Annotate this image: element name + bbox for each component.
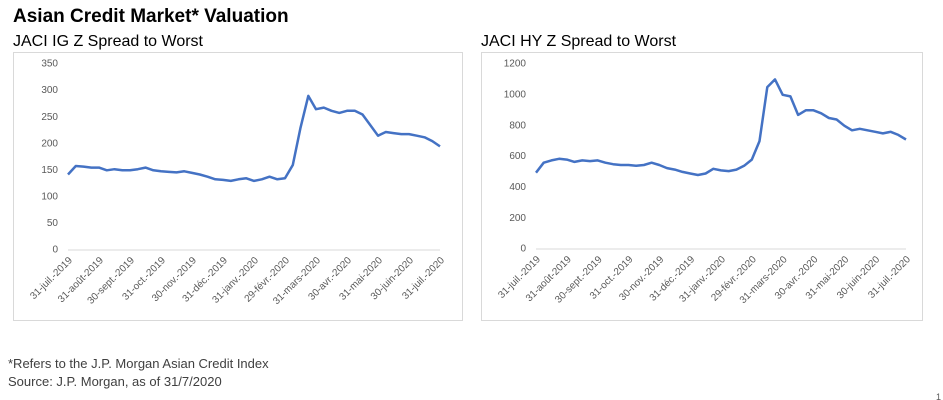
y-tick-label: 150 [41, 165, 58, 176]
y-tick-label: 200 [509, 213, 526, 224]
y-tick-label: 100 [41, 191, 58, 202]
y-tick-label: 50 [47, 218, 59, 229]
y-tick-label: 400 [509, 182, 526, 193]
series-line [67, 94, 441, 183]
y-tick-label: 1200 [504, 59, 527, 70]
y-tick-label: 800 [509, 120, 526, 131]
chart-title: JACI HY Z Spread to Worst [481, 33, 677, 50]
y-tick-label: 200 [41, 138, 58, 149]
footnote: Source: J.P. Morgan, as of 31/7/2020 [8, 374, 222, 389]
series-line [535, 78, 907, 177]
chart-frame [13, 52, 463, 321]
y-tick-label: 0 [52, 245, 58, 256]
y-tick-label: 600 [509, 151, 526, 162]
page-title: Asian Credit Market* Valuation [13, 6, 289, 27]
footnote: *Refers to the J.P. Morgan Asian Credit … [8, 356, 269, 371]
chart-title: JACI IG Z Spread to Worst [13, 33, 204, 50]
page-number: 1 [936, 392, 941, 400]
y-tick-label: 250 [41, 112, 58, 123]
y-tick-label: 1000 [504, 89, 527, 100]
y-tick-label: 350 [41, 59, 58, 70]
y-tick-label: 0 [520, 244, 526, 255]
y-tick-label: 300 [41, 85, 58, 96]
chart-frame [481, 52, 923, 321]
